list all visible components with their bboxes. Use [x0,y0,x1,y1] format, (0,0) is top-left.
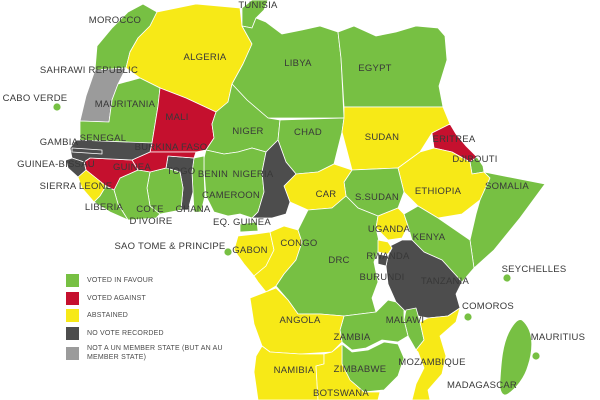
label-tanzania: TANZANIA [421,276,470,287]
label-burundi: BURUNDI [359,272,404,283]
label-mozambique: MOZAMBIQUE [398,357,465,368]
label-djibouti: DJIBOUTI [452,154,497,165]
country-guinea-bissau [65,157,87,178]
legend-item-against: VOTED AGAINST [66,291,276,305]
label-cote-divoire: D'IVOIRE [130,216,173,227]
legend-item-favour: VOTED IN FAVOUR [66,274,276,287]
legend-swatch-against [66,291,79,305]
label-congo: CONGO [280,238,317,249]
label-guinea-bissau: GUINEA-BISSAU [17,159,95,170]
country-botswana [315,343,381,400]
label-eritrea: ERITREA [433,134,476,145]
label-angola: ANGOLA [279,315,321,326]
label-sahrawi: SAHRAWI REPUBLIC [40,65,138,76]
country-uganda [375,207,409,241]
country-zambia [339,299,409,351]
country-comoros [463,312,473,322]
legend-label-novote: NO VOTE RECORDED [87,329,164,337]
legend-label-abstain: ABSTAINED [87,312,128,319]
label-sao-tome: SAO TOME & PRINCIPE [114,241,225,252]
label-botswana: BOTSWANA [313,388,369,399]
legend-swatch-abstain [66,309,79,322]
label-drc: DRC [328,255,349,266]
label-cameroon: CAMEROON [202,190,260,201]
label-senegal: SENEGAL [80,133,127,144]
label-benin: BENIN [198,169,228,180]
label-niger: NIGER [232,126,263,137]
country-burundi [377,253,389,267]
country-sao-tome [223,247,233,257]
label-madagascar: MADAGASCAR [447,380,517,391]
country-liberia [93,185,129,221]
country-senegal [69,139,153,163]
label-tunisia: TUNISIA [238,0,278,11]
label-car: CAR [316,189,337,200]
country-rwanda [377,239,393,255]
label-comoros: COMOROS [462,301,514,312]
label-malawi: MALAWI [386,315,425,326]
country-drc [275,195,381,317]
label-zimbabwe: ZIMBABWE [334,364,387,375]
label-libya: LIBYA [284,58,312,69]
label-cote-divoire: COTE [136,204,163,215]
legend-item-novote: NO VOTE RECORDED [66,326,276,340]
label-gambia: GAMBIA [40,137,79,148]
country-gambia [71,147,103,155]
country-eq-guinea [239,221,259,233]
country-cameroon [251,139,297,219]
label-kenya: KENYA [413,232,446,243]
legend-item-nonun: NOT A UN MEMBER STATE (BUT AN AU MEMBER … [66,344,276,362]
label-algeria: ALGERIA [184,52,227,63]
country-mauritius [531,351,541,361]
label-ghana: GHANA [175,204,210,215]
label-guinea: GUINEA [113,162,151,173]
label-nigeria: NIGERIA [233,169,274,180]
label-sudan: SUDAN [365,132,400,143]
country-seychelles [502,273,512,283]
label-mauritius: MAURITIUS [531,332,586,343]
label-rwanda: RWANDA [366,251,410,262]
label-s-sudan: S.SUDAN [355,192,399,203]
label-mali: MALI [165,112,188,123]
label-somalia: SOMALIA [485,181,529,192]
vote-legend: VOTED IN FAVOUR VOTED AGAINST ABSTAINED NO … [66,274,276,367]
label-morocco: MOROCCO [89,15,141,26]
label-uganda: UGANDA [368,224,411,235]
legend-item-abstain: ABSTAINED [66,309,276,322]
legend-swatch-nonun [66,346,79,360]
label-zambia: ZAMBIA [334,332,371,343]
country-egypt [337,25,448,108]
label-seychelles: SEYCHELLES [502,264,567,275]
legend-swatch-novote [66,326,79,340]
label-namibia: NAMIBIA [274,365,315,376]
country-mozambique [411,307,461,400]
label-ethiopia: ETHIOPIA [415,186,462,197]
label-egypt: EGYPT [358,63,391,74]
label-gabon: GABON [232,245,268,256]
label-sierra-leone: SIERRA LEONE [40,181,113,192]
legend-label-nonun: NOT A UN MEMBER STATE (BUT AN AU MEMBER … [87,345,223,361]
label-eq-guinea: EQ. GUINEA [213,217,271,228]
label-burkina-faso: BURKINA FASO [135,142,208,153]
label-chad: CHAD [294,127,322,138]
country-madagascar [499,319,533,396]
country-nigeria [203,147,267,219]
legend-label-against: VOTED AGAINST [87,294,146,302]
label-mauritania: MAURITANIA [95,99,156,110]
label-togo: TOGO [167,166,196,177]
country-cabo-verde [52,102,62,112]
label-cabo-verde: CABO VERDE [3,93,68,104]
legend-label-favour: VOTED IN FAVOUR [87,277,154,284]
legend-swatch-favour [66,274,79,287]
label-liberia: LIBERIA [85,202,124,213]
